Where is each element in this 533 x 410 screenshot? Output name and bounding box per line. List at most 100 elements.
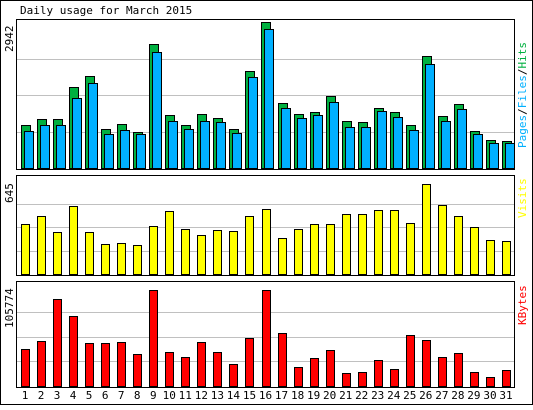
visits-visits-bar-20: [326, 224, 335, 275]
kbytes-kbytes-bar-18: [294, 367, 303, 387]
kbytes-kbytes-bar-23: [374, 360, 383, 387]
hits_files-files-bar-30: [489, 143, 499, 169]
visits-visits-bar-2: [37, 216, 46, 275]
kbytes-kbytes-bar-5: [85, 343, 94, 387]
visits-visits-bar-16: [262, 209, 271, 275]
kbytes-panel: 105774 KBytes: [3, 281, 529, 388]
visits-visits-bar-24: [390, 210, 399, 275]
visits-visits-bar-8: [133, 245, 142, 275]
hits_files-files-bar-8: [136, 134, 146, 169]
day-label-4: 4: [70, 389, 77, 402]
kbytes-kbytes-bar-22: [358, 372, 367, 387]
hits_files-files-bar-15: [248, 77, 258, 169]
hits_files-legend-part-3: /: [516, 69, 529, 76]
kbytes-kbytes-bar-16: [262, 290, 271, 387]
day-label-22: 22: [355, 389, 368, 402]
day-label-21: 21: [339, 389, 352, 402]
kbytes-kbytes-bar-4: [69, 316, 78, 387]
hits_files-files-bar-3: [56, 125, 66, 169]
kbytes-kbytes-bar-8: [133, 354, 142, 387]
visits-visits-bar-13: [213, 230, 222, 275]
visits-visits-bar-27: [438, 205, 447, 275]
day-label-18: 18: [291, 389, 304, 402]
visits-visits-bar-19: [310, 224, 319, 275]
chart-title: Daily usage for March 2015: [20, 4, 192, 17]
hits_files-files-bar-19: [313, 115, 323, 169]
day-label-17: 17: [275, 389, 288, 402]
day-label-7: 7: [118, 389, 125, 402]
hits_files-files-bar-18: [297, 118, 307, 169]
hits_files-files-bar-29: [473, 134, 483, 169]
hits_files-files-bar-17: [281, 108, 291, 169]
visits-visits-bar-18: [294, 229, 303, 275]
day-label-25: 25: [403, 389, 416, 402]
day-label-27: 27: [435, 389, 448, 402]
hits_files-files-bar-11: [184, 129, 194, 169]
hits_files-files-bar-7: [120, 130, 130, 169]
day-label-1: 1: [22, 389, 29, 402]
hits_files-files-bar-26: [425, 64, 435, 169]
day-label-29: 29: [467, 389, 480, 402]
hits_files-files-bar-12: [200, 121, 210, 169]
hits_files-files-bar-10: [168, 121, 178, 169]
hits_files-files-bar-23: [377, 111, 387, 169]
visits-visits-bar-3: [53, 232, 62, 275]
visits-visits-bar-12: [197, 235, 206, 275]
hits_files-files-bar-5: [88, 83, 98, 169]
kbytes-kbytes-bar-26: [422, 340, 431, 387]
day-label-16: 16: [259, 389, 272, 402]
visits-visits-bar-6: [101, 244, 110, 275]
hits_files-legend-part-1: /: [516, 108, 529, 115]
visits-visits-bar-14: [229, 231, 238, 275]
kbytes-kbytes-bar-3: [53, 299, 62, 387]
hits_files-files-bar-1: [24, 131, 34, 169]
kbytes-kbytes-bar-14: [229, 364, 238, 387]
visits-panel: 645 Visits: [3, 175, 529, 276]
hits_files-files-bar-25: [409, 130, 419, 169]
visits-visits-bar-31: [502, 241, 511, 275]
visits-visits-bar-28: [454, 216, 463, 275]
day-label-6: 6: [102, 389, 109, 402]
visits-visits-bar-21: [342, 214, 351, 275]
day-label-19: 19: [307, 389, 320, 402]
hits_files-files-bar-14: [232, 133, 242, 169]
visits-legend-part-0: Visits: [516, 178, 529, 218]
kbytes-kbytes-bar-12: [197, 342, 206, 387]
kbytes-legend: KBytes: [516, 285, 529, 325]
day-label-10: 10: [163, 389, 176, 402]
day-label-30: 30: [483, 389, 496, 402]
visits-visits-bar-23: [374, 210, 383, 275]
hits_files-files-bar-16: [264, 29, 274, 169]
hits_files-files-bar-21: [345, 127, 355, 169]
visits-visits-bar-26: [422, 184, 431, 275]
kbytes-scale-label: 105774: [3, 288, 16, 328]
hits_files-legend-part-0: Pages: [516, 115, 529, 148]
hits-files-scale-label: 2942: [3, 26, 16, 53]
visits-visits-bar-1: [21, 224, 30, 275]
day-label-8: 8: [134, 389, 141, 402]
kbytes-kbytes-bar-17: [278, 333, 287, 387]
hits_files-legend-part-4: Hits: [516, 42, 529, 69]
hits_files-files-bar-31: [505, 143, 515, 169]
hits-files-legend: Pages/Files/Hits: [516, 42, 529, 148]
kbytes-kbytes-bar-29: [470, 372, 479, 387]
hits_files-files-bar-20: [329, 102, 339, 169]
visits-visits-bar-10: [165, 211, 174, 275]
kbytes-kbytes-bar-15: [245, 338, 254, 387]
day-label-28: 28: [451, 389, 464, 402]
day-label-23: 23: [371, 389, 384, 402]
visits-visits-bar-7: [117, 243, 126, 275]
kbytes-kbytes-bar-1: [21, 349, 30, 387]
day-label-26: 26: [419, 389, 432, 402]
kbytes-kbytes-bar-21: [342, 373, 351, 387]
day-label-24: 24: [387, 389, 401, 402]
visits-visits-bar-9: [149, 226, 158, 275]
hits_files-files-bar-9: [152, 52, 162, 169]
hits_files-files-bar-2: [40, 125, 50, 169]
visits-visits-bar-11: [181, 229, 190, 275]
kbytes-kbytes-bar-28: [454, 353, 463, 387]
kbytes-kbytes-bar-10: [165, 352, 174, 387]
visits-visits-bar-30: [486, 240, 495, 275]
kbytes-kbytes-bar-31: [502, 370, 511, 387]
